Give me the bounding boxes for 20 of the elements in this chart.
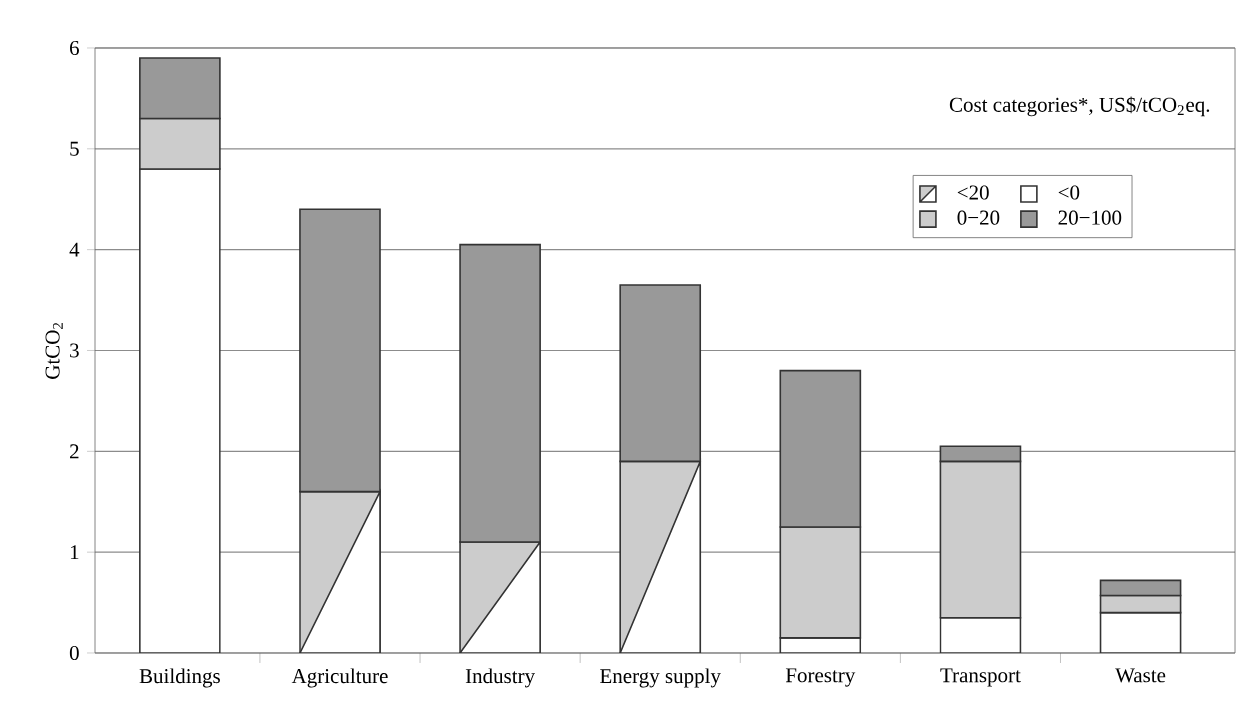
y-tick-label: 0 [69,645,79,661]
y-tick-label: 3 [70,343,79,358]
legend-label: 0−20 [957,210,1000,225]
x-tick-label: Energy supply [600,668,721,688]
legend-title: Cost categories*, US$/tCO$_{2}$eq. [949,96,1210,117]
legend-label: <20 [957,185,989,200]
legend-label: 20−100 [1058,210,1122,225]
y-axis-title: GtCO$_{2}$ [45,323,63,379]
y-tick-label: 5 [70,141,79,156]
legend-label: <0 [1058,185,1080,200]
x-tick-label: Forestry [785,668,856,687]
x-tick-label: Industry [465,668,536,688]
y-tick-label: 2 [70,444,79,459]
y-tick-label: 6 [70,40,79,56]
y-tick-label: 4 [69,242,80,257]
y-tick-label: 1 [70,545,79,560]
x-tick-label: Agriculture [291,668,388,688]
x-tick-label: Buildings [139,668,220,688]
x-tick-label: Transport [940,668,1021,687]
x-tick-label: Waste [1115,668,1166,683]
